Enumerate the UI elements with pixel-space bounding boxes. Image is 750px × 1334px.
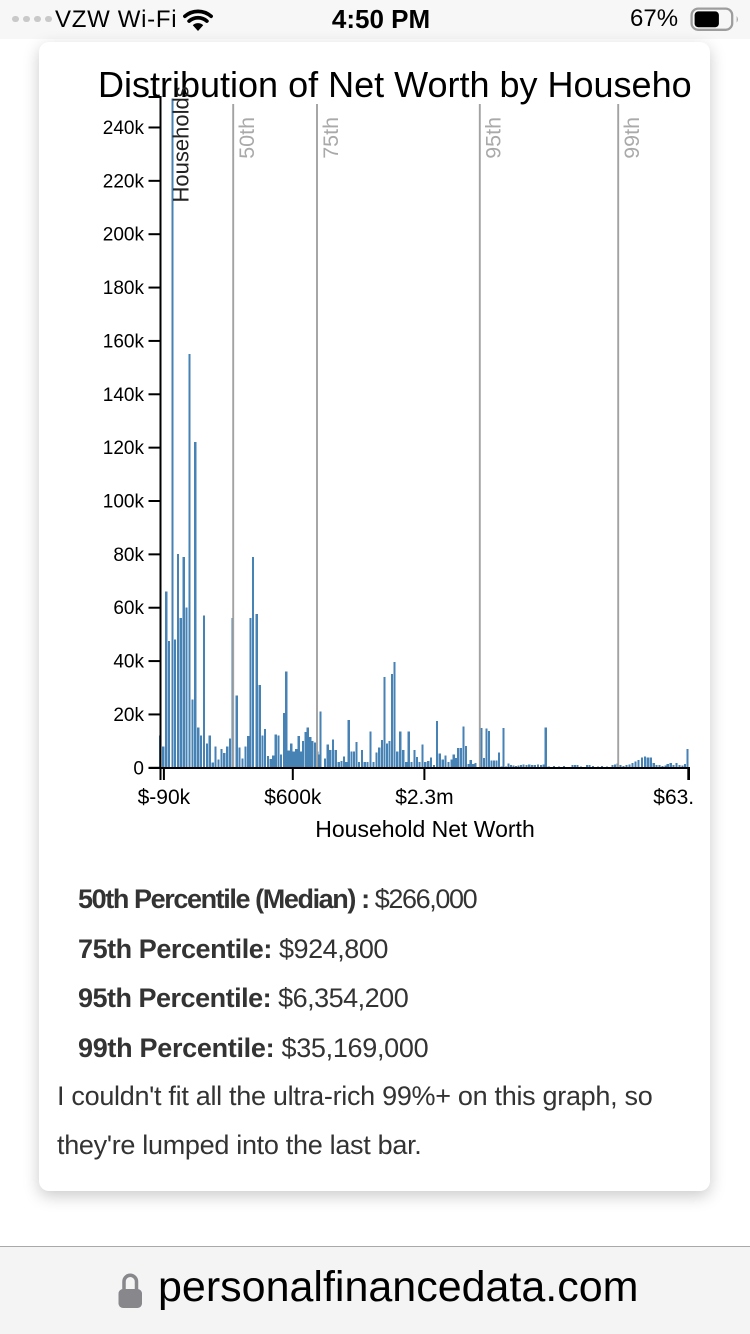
svg-text:Households: Households	[169, 86, 194, 202]
svg-text:180k: 180k	[103, 278, 145, 299]
svg-text:160k: 160k	[103, 331, 145, 352]
svg-text:60k: 60k	[113, 598, 144, 619]
svg-text:20k: 20k	[113, 705, 144, 726]
svg-text:220k: 220k	[103, 171, 145, 192]
svg-text:99th: 99th	[620, 117, 644, 159]
svg-text:$63.3m: $63.3m	[653, 786, 693, 809]
svg-text:100k: 100k	[103, 492, 145, 513]
svg-text:120k: 120k	[103, 438, 145, 459]
svg-text:95th: 95th	[482, 117, 506, 159]
svg-text:40k: 40k	[113, 652, 144, 673]
svg-text:80k: 80k	[113, 545, 144, 566]
svg-text:200k: 200k	[103, 225, 145, 246]
svg-text:$600k: $600k	[264, 786, 322, 809]
svg-text:$-90k: $-90k	[138, 786, 191, 809]
svg-text:140k: 140k	[103, 385, 145, 406]
svg-text:$2.3m: $2.3m	[395, 786, 453, 809]
svg-text:50th: 50th	[235, 117, 259, 159]
svg-text:Household Net Worth: Household Net Worth	[315, 816, 534, 842]
svg-text:0: 0	[133, 758, 144, 779]
svg-text:240k: 240k	[103, 118, 145, 139]
svg-text:75th: 75th	[319, 117, 343, 159]
